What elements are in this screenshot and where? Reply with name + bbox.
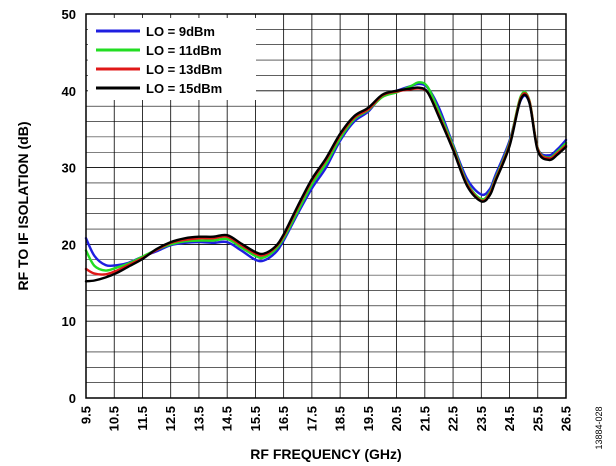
x-tick-label: 18.5	[333, 406, 348, 431]
series-line-3	[84, 87, 568, 276]
y-tick-label: 30	[62, 161, 76, 176]
x-tick-label: 13.5	[191, 406, 206, 431]
x-tick-label: 11.5	[135, 406, 150, 431]
x-tick-label: 25.5	[530, 406, 545, 431]
legend-label-4: LO = 15dBm	[146, 81, 222, 96]
x-tick-label: 24.5	[502, 406, 517, 431]
x-tick-label: 21.5	[417, 406, 432, 431]
x-tick-label: 9.5	[79, 406, 94, 424]
x-tick-label: 14.5	[220, 406, 235, 431]
x-tick-label: 26.5	[559, 406, 574, 431]
x-tick-label: 19.5	[361, 406, 376, 431]
x-tick-label: 17.5	[304, 406, 319, 431]
y-tick-label: 0	[69, 391, 76, 406]
x-axis-label: RF FREQUENCY (GHz)	[250, 446, 401, 462]
y-tick-label: 40	[62, 84, 76, 99]
x-tick-label: 23.5	[474, 406, 489, 431]
x-tick-label: 22.5	[446, 406, 461, 431]
x-tick-label: 16.5	[276, 406, 291, 431]
series-line-1	[84, 82, 568, 268]
x-tick-labels: 9.5 10.5 11.5 12.5 13.5 14.5 15.5 16.5 17.5 18.5 1…	[79, 406, 574, 431]
x-tick-label: 10.5	[107, 406, 122, 431]
series-lines	[84, 81, 568, 283]
series-line-4	[84, 86, 568, 283]
y-tick-label: 10	[62, 314, 76, 329]
legend-label-3: LO = 13dBm	[146, 62, 222, 77]
legend: LO = 9dBm LO = 11dBm LO = 13dBm LO = 15dBm	[88, 18, 256, 100]
x-tick-label: 20.5	[389, 406, 404, 431]
legend-label-2: LO = 11dBm	[146, 43, 222, 58]
plot-frame	[85, 13, 567, 399]
x-tick-label: 15.5	[248, 406, 263, 431]
figure-id: 13884-028	[594, 406, 604, 449]
y-tick-label: 20	[62, 237, 76, 252]
y-tick-label: 50	[62, 7, 76, 22]
legend-label-1: LO = 9dBm	[146, 24, 215, 39]
y-tick-labels: 0 10 20 30 40 50	[62, 7, 76, 406]
y-axis-label: RF TO IF ISOLATION (dB)	[15, 121, 31, 290]
x-tick-label: 12.5	[163, 406, 178, 431]
